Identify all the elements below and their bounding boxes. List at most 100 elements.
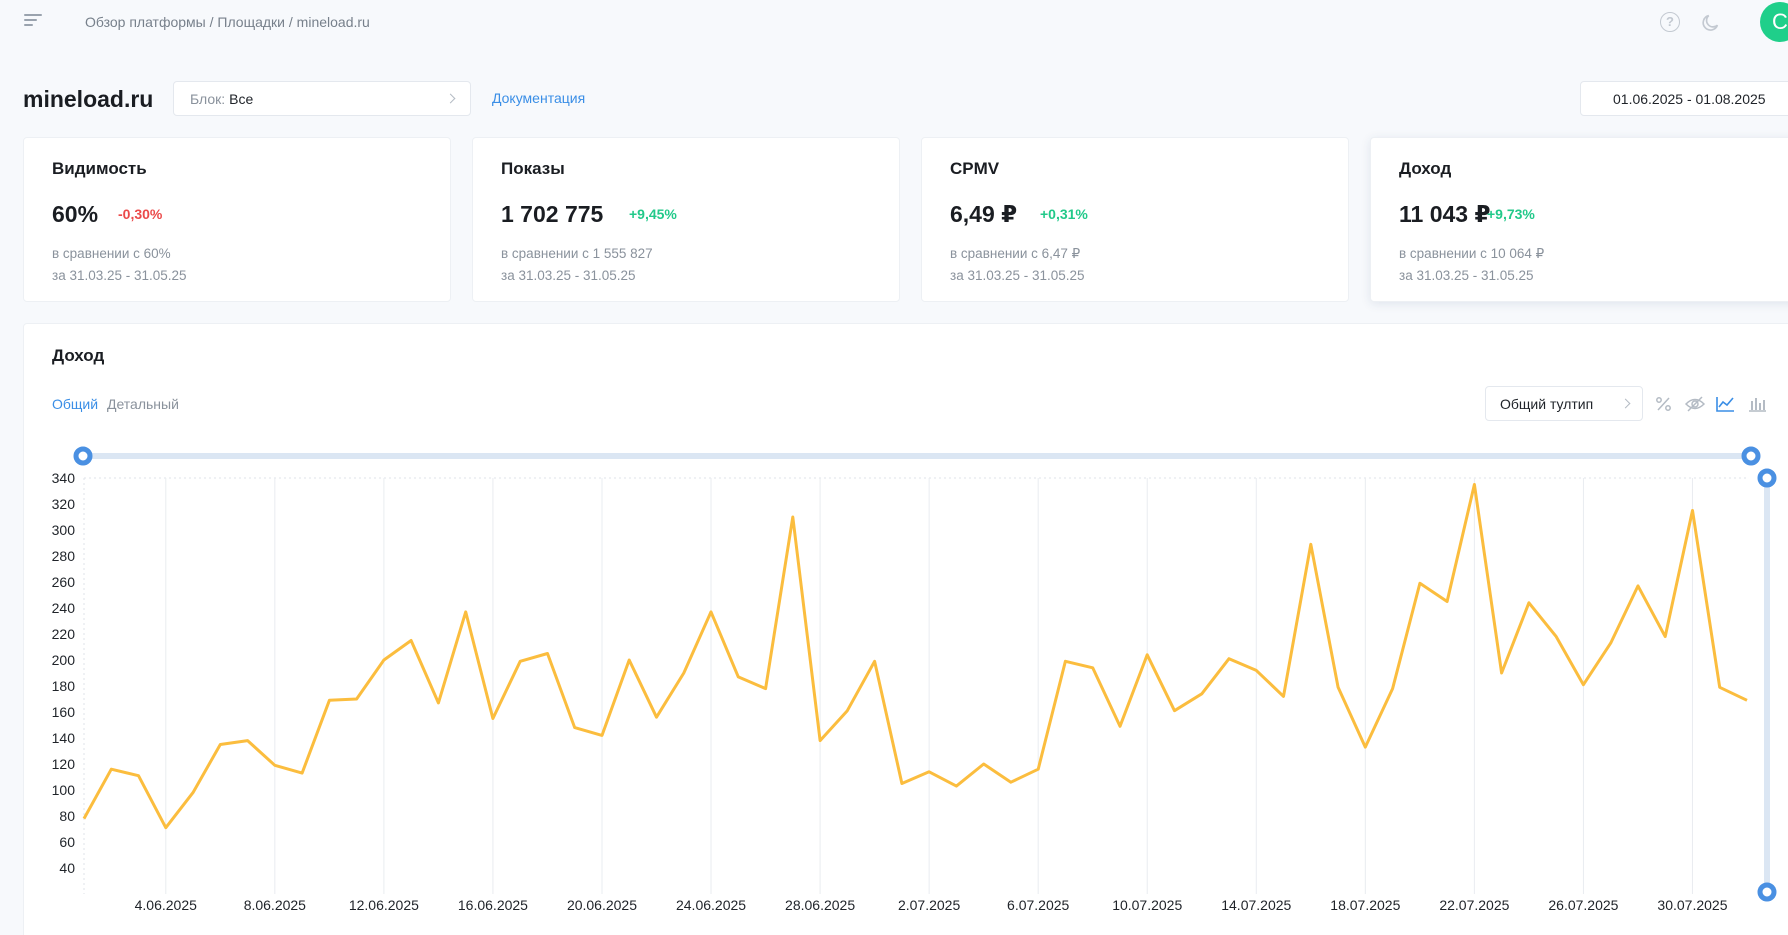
card-compare-period: за 31.03.25 - 31.05.25 <box>52 268 187 283</box>
block-select-value: Все <box>229 91 254 107</box>
y-tick-label: 80 <box>59 808 75 824</box>
data-point <box>763 686 769 692</box>
data-point <box>1199 691 1205 697</box>
data-point <box>1635 583 1641 589</box>
data-point <box>190 790 196 796</box>
data-point <box>163 825 169 831</box>
data-point <box>1689 508 1695 514</box>
card-compare-period: за 31.03.25 - 31.05.25 <box>950 268 1085 283</box>
revenue-series-line <box>82 483 1748 830</box>
data-point <box>1062 658 1068 664</box>
data-point <box>1144 652 1150 658</box>
data-point <box>1281 693 1287 699</box>
y-tick-label: 60 <box>59 834 75 850</box>
y-tick-label: 200 <box>52 652 76 668</box>
data-point <box>1117 723 1123 729</box>
percent-icon[interactable] <box>1653 394 1675 414</box>
top-bar: Обзор платформы / Площадки / mineload.ru… <box>0 0 1788 46</box>
x-tick-label: 20.06.2025 <box>567 897 637 913</box>
x-tick-label: 14.07.2025 <box>1221 897 1291 913</box>
data-point <box>381 657 387 663</box>
data-point <box>1717 684 1723 690</box>
metric-card-revenue[interactable]: Доход 11 043 ₽ +9,73% в сравнении с 10 0… <box>1370 137 1788 302</box>
documentation-link[interactable]: Документация <box>492 90 586 106</box>
data-point <box>1580 682 1586 688</box>
data-point <box>844 708 850 714</box>
y-tick-label: 340 <box>52 470 76 486</box>
page-title: mineload.ru <box>23 86 154 112</box>
chart-grid <box>83 477 1747 894</box>
x-range-handle-start[interactable] <box>73 446 93 466</box>
metric-card-visibility[interactable]: Видимость 60% -0,30% в сравнении с 60% за… <box>23 137 451 302</box>
y-tick-label: 100 <box>52 782 76 798</box>
data-point <box>299 770 305 776</box>
eye-off-icon[interactable] <box>1684 394 1706 414</box>
x-tick-label: 18.07.2025 <box>1330 897 1400 913</box>
data-point <box>572 725 578 731</box>
avatar[interactable]: C <box>1760 2 1788 42</box>
y-tick-label: 260 <box>52 574 76 590</box>
moon-icon[interactable] <box>1700 11 1722 33</box>
tab-general[interactable]: Общий <box>52 396 99 412</box>
tooltip-mode-select[interactable]: Общий тултип <box>1485 386 1643 421</box>
data-point <box>1662 634 1668 640</box>
data-point <box>953 783 959 789</box>
x-tick-label: 4.06.2025 <box>135 897 197 913</box>
data-point <box>1090 665 1096 671</box>
y-tick-label: 320 <box>52 496 76 512</box>
block-select[interactable]: Блок: Все <box>173 81 471 116</box>
card-value: 6,49 ₽ <box>950 201 1018 227</box>
date-range-picker[interactable]: 01.06.2025 - 01.08.2025 <box>1580 81 1788 116</box>
bar-chart-icon[interactable] <box>1746 394 1768 414</box>
data-point <box>1744 697 1750 703</box>
card-compare: в сравнении с 1 555 827 за 31.03.25 - 31.… <box>501 243 653 287</box>
data-point <box>872 658 878 664</box>
line-chart-icon[interactable] <box>1714 394 1736 414</box>
data-point <box>108 766 114 772</box>
metric-card-cpmv[interactable]: CPMV 6,49 ₽ +0,31% в сравнении с 6,47 ₽ з… <box>921 137 1349 302</box>
y-tick-label: 180 <box>52 678 76 694</box>
breadcrumb[interactable]: Обзор платформы / Площадки / mineload.ru <box>85 14 370 30</box>
data-point <box>681 670 687 676</box>
y-range-handle-top[interactable] <box>1757 468 1777 488</box>
card-compare-value: в сравнении с 60% <box>52 246 171 261</box>
data-point <box>981 761 987 767</box>
menu-icon[interactable] <box>24 14 42 30</box>
y-tick-label: 220 <box>52 626 76 642</box>
data-point <box>1390 686 1396 692</box>
data-point <box>408 638 414 644</box>
x-axis: 4.06.2025 8.06.2025 12.06.2025 16.06.2025 20… <box>135 897 1728 913</box>
x-tick-label: 2.07.2025 <box>898 897 960 913</box>
data-point <box>1444 599 1450 605</box>
metric-card-impressions[interactable]: Показы 1 702 775 +9,45% в сравнении с 1 … <box>472 137 900 302</box>
data-point <box>817 738 823 744</box>
range-sliders[interactable] <box>73 446 1777 902</box>
data-point <box>926 769 932 775</box>
card-compare-period: за 31.03.25 - 31.05.25 <box>501 268 636 283</box>
card-compare-value: в сравнении с 1 555 827 <box>501 246 653 261</box>
card-value: 60% <box>52 201 99 227</box>
x-tick-label: 30.07.2025 <box>1657 897 1727 913</box>
x-tick-label: 28.06.2025 <box>785 897 855 913</box>
x-range-handle-end[interactable] <box>1741 446 1761 466</box>
tab-detailed[interactable]: Детальный <box>107 396 179 412</box>
data-point <box>790 514 796 520</box>
card-value: 1 702 775 <box>501 201 604 227</box>
data-point <box>326 697 332 703</box>
x-tick-label: 24.06.2025 <box>676 897 746 913</box>
card-delta: -0,30% <box>118 206 163 222</box>
data-point <box>1335 684 1341 690</box>
data-point <box>626 657 632 663</box>
help-icon[interactable]: ? <box>1660 12 1680 32</box>
y-tick-label: 280 <box>52 548 76 564</box>
data-point <box>81 816 87 822</box>
card-title: Показы <box>501 159 565 178</box>
y-tick-label: 140 <box>52 730 76 746</box>
data-point <box>354 696 360 702</box>
data-point <box>544 651 550 657</box>
card-delta: +9,73% <box>1487 206 1535 222</box>
data-point <box>1035 766 1041 772</box>
y-range-handle-bottom[interactable] <box>1757 882 1777 902</box>
data-point <box>272 762 278 768</box>
card-title: Доход <box>1399 159 1452 178</box>
